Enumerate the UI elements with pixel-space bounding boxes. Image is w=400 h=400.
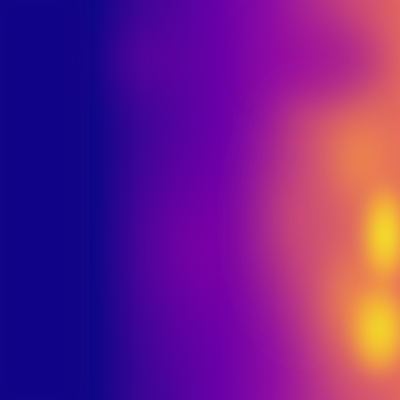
hot-region [345,175,400,385]
dark-edges [0,0,380,400]
